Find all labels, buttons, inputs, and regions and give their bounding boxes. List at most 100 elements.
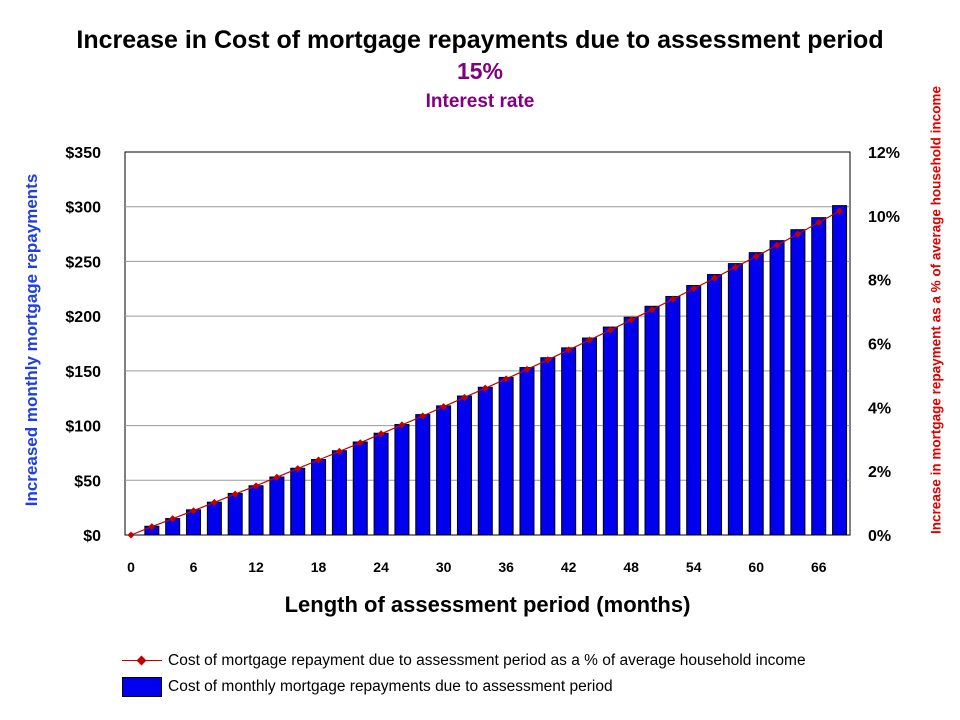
line-point: [773, 241, 781, 249]
line-point: [565, 346, 573, 354]
x-tick-label: 18: [311, 559, 327, 575]
bar: [686, 285, 702, 536]
legend-bar-label: Cost of monthly mortgage repayments due …: [168, 678, 613, 695]
bar: [269, 476, 285, 536]
x-tick-label: 6: [190, 559, 198, 575]
interest-rate-value: 15%: [456, 58, 504, 84]
bar: [477, 386, 493, 536]
line-point: [606, 326, 614, 334]
bar: [352, 441, 368, 536]
bar: [602, 326, 618, 536]
bar: [436, 405, 452, 536]
bar: [623, 316, 639, 536]
line-point: [335, 447, 343, 455]
legend-line-label: Cost of mortgage repayment due to assess…: [168, 652, 806, 669]
chart-title: Increase in Cost of mortgage repayments …: [76, 26, 884, 54]
line-point: [127, 531, 135, 539]
x-tick-label: 24: [373, 559, 389, 575]
line-point: [398, 421, 406, 429]
line-point: [815, 219, 823, 227]
bar: [519, 367, 535, 536]
line-point: [356, 439, 364, 447]
bar: [394, 423, 410, 536]
line-point: [502, 375, 510, 383]
y-axis-right-label: Increase in mortgage repayment as a % of…: [928, 86, 944, 534]
y-left-tick-label: $350: [65, 145, 101, 162]
line-point: [315, 456, 323, 464]
x-tick-label: 12: [248, 559, 264, 575]
legend-item-line: Cost of mortgage repayment due to assess…: [122, 648, 806, 674]
line-point: [440, 403, 448, 411]
y-left-tick-label: $100: [65, 419, 101, 436]
y-right-tick-label: 10%: [868, 209, 900, 226]
line-point: [752, 252, 760, 260]
line-point: [189, 507, 198, 515]
bar: [581, 337, 597, 536]
line-point: [836, 207, 844, 215]
line-point: [169, 515, 177, 523]
y-right-tick-label: 2%: [868, 464, 891, 481]
line-point: [544, 356, 552, 364]
x-axis-label: Length of assessment period (months): [284, 592, 691, 617]
legend-item-bar: Cost of monthly mortgage repayments due …: [122, 674, 806, 700]
bar: [206, 501, 222, 536]
line-point: [148, 523, 156, 531]
legend-line-symbol: [122, 651, 162, 671]
bar: [456, 395, 472, 536]
bar: [331, 450, 347, 536]
y-axis-left-label: Increased monthly mortgage repayments: [22, 173, 41, 507]
x-tick-label: 66: [811, 559, 827, 575]
line-point: [294, 465, 302, 473]
line-point: [627, 316, 635, 324]
y-right-tick-label: 4%: [868, 400, 891, 417]
interest-rate-label: Interest rate: [425, 91, 535, 112]
bar: [665, 295, 681, 536]
bar: [811, 217, 827, 536]
bar: [498, 376, 514, 536]
y-left-tick-label: $50: [74, 473, 101, 490]
x-tick-label: 0: [127, 559, 135, 575]
y-left-tick-label: $200: [65, 309, 101, 326]
line-point: [210, 498, 218, 506]
x-tick-label: 36: [498, 559, 514, 575]
line-point: [648, 306, 656, 314]
legend: Cost of mortgage repayment due to assess…: [122, 648, 806, 700]
y-left-tick-label: $250: [65, 254, 101, 271]
bar: [311, 458, 327, 536]
bar: [727, 263, 743, 536]
line-point: [669, 295, 677, 303]
bar: [790, 229, 806, 536]
line-point: [794, 230, 802, 238]
line-point: [731, 263, 739, 271]
x-tick-label: 42: [561, 559, 577, 575]
line-point: [690, 285, 698, 293]
y-right-tick-label: 0%: [868, 528, 891, 545]
line-point: [273, 473, 281, 481]
line-point: [377, 430, 385, 438]
bar: [373, 432, 389, 536]
line-point: [460, 393, 468, 401]
line-point: [711, 274, 719, 282]
y-right-tick-label: 6%: [868, 337, 891, 354]
y-left-tick-label: $150: [65, 364, 101, 381]
bar: [644, 305, 660, 536]
y-left-tick-label: $300: [65, 200, 101, 217]
x-tick-label: 30: [436, 559, 452, 575]
bar: [748, 252, 764, 536]
line-point: [231, 490, 239, 498]
bar: [227, 492, 243, 536]
y-right-tick-label: 12%: [868, 145, 900, 162]
line-point: [419, 412, 427, 420]
bar: [290, 467, 306, 536]
line-point: [585, 336, 594, 344]
y-right-tick-label: 8%: [868, 273, 891, 290]
bar: [540, 357, 556, 536]
bar: [248, 485, 264, 536]
bar: [415, 414, 431, 536]
bar: [707, 274, 723, 536]
x-tick-label: 48: [623, 559, 639, 575]
legend-bar-symbol: [122, 677, 162, 697]
line-point: [481, 384, 489, 392]
x-tick-label: 60: [748, 559, 764, 575]
